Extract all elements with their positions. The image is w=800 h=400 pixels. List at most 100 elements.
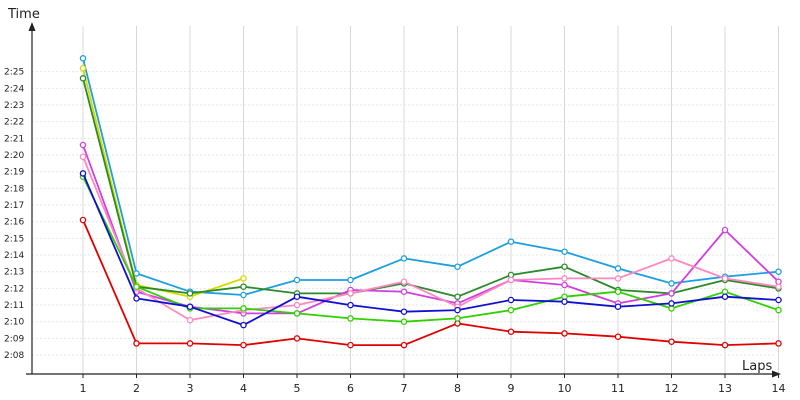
y-tick-label: 2:25 — [4, 68, 24, 78]
y-tick-label: 2:11 — [4, 301, 24, 311]
data-point — [561, 298, 568, 305]
data-point — [186, 303, 194, 310]
data-point — [668, 255, 675, 262]
data-point — [454, 315, 461, 322]
data-point — [507, 276, 515, 284]
data-point — [721, 341, 729, 349]
y-tick-label: 2:23 — [4, 101, 24, 111]
y-axis-arrow — [28, 22, 36, 31]
y-tick-label: 2:10 — [4, 318, 24, 328]
y-axis-title: Time — [7, 7, 40, 22]
x-tick-label: 14 — [772, 382, 786, 395]
data-point — [614, 303, 622, 310]
data-point — [133, 295, 140, 302]
y-tick-label: 2:22 — [4, 118, 24, 128]
series-3 — [79, 65, 247, 300]
series-7-line — [82, 176, 779, 323]
x-tick-label: 5 — [294, 382, 301, 395]
data-point — [507, 238, 515, 245]
series-5-line — [82, 144, 780, 315]
series-8-line — [82, 173, 779, 327]
data-point — [721, 293, 729, 300]
series-6-line — [82, 156, 779, 322]
data-point — [293, 301, 301, 309]
x-tick-label: 4 — [240, 382, 247, 395]
data-point — [240, 321, 247, 329]
series-4-line — [82, 78, 779, 298]
data-point — [454, 263, 461, 270]
data-point — [507, 296, 515, 304]
data-point — [775, 283, 782, 290]
x-axis-arrow — [772, 370, 781, 378]
data-point — [347, 290, 354, 297]
x-tick-label: 8 — [454, 382, 461, 395]
data-point — [775, 340, 782, 347]
x-tick-label: 13 — [718, 382, 732, 395]
x-tick-label: 10 — [558, 382, 572, 395]
x-axis-title: Laps — [742, 359, 772, 374]
data-point — [775, 296, 782, 304]
y-tick-label: 2:21 — [4, 134, 24, 144]
data-point — [454, 293, 461, 300]
data-point — [561, 248, 568, 255]
axes: Time Laps — [7, 7, 781, 378]
data-point — [133, 340, 140, 347]
data-point — [240, 275, 247, 282]
data-point — [400, 341, 408, 349]
y-tick-label: 2:13 — [4, 268, 24, 278]
data-point — [347, 315, 354, 322]
data-point — [668, 290, 675, 297]
x-tick-label: 6 — [347, 382, 354, 395]
series — [79, 55, 782, 349]
data-point — [775, 306, 782, 314]
series-1 — [79, 216, 782, 349]
data-point — [561, 275, 568, 282]
series-4 — [79, 75, 782, 300]
y-tick-label: 2:09 — [4, 334, 24, 344]
data-point — [668, 300, 675, 307]
data-point — [400, 278, 408, 285]
data-point — [79, 216, 87, 224]
data-point — [400, 318, 408, 325]
data-point — [79, 153, 87, 160]
x-tick-label: 9 — [508, 382, 515, 395]
data-point — [400, 308, 408, 315]
x-tick-label: 7 — [401, 382, 408, 395]
data-point — [614, 288, 622, 295]
data-point — [186, 290, 194, 297]
x-tick-label: 11 — [611, 382, 625, 395]
grid — [32, 26, 779, 378]
data-point — [79, 141, 87, 149]
data-point — [721, 226, 729, 234]
data-point — [561, 281, 568, 289]
data-point — [561, 263, 568, 270]
data-point — [614, 333, 622, 340]
data-point — [454, 306, 461, 314]
data-point — [293, 310, 301, 317]
data-point — [79, 170, 87, 177]
x-tick-label: 1 — [80, 382, 87, 395]
data-point — [186, 340, 194, 347]
y-tick-label: 2:08 — [4, 351, 24, 361]
x-tick-label: 3 — [187, 382, 194, 395]
data-point — [347, 341, 354, 349]
data-point — [721, 275, 729, 282]
data-point — [186, 316, 194, 324]
y-tick-label: 2:19 — [4, 168, 24, 178]
y-tick-label: 2:18 — [4, 184, 24, 194]
data-point — [614, 275, 622, 282]
data-point — [347, 276, 354, 284]
data-point — [507, 306, 515, 314]
data-point — [668, 280, 675, 287]
data-point — [240, 291, 247, 299]
data-point — [400, 255, 408, 262]
y-tick-label: 2:17 — [4, 201, 24, 211]
y-tick-label: 2:16 — [4, 218, 24, 228]
y-tick-label: 2:15 — [4, 234, 24, 244]
y-tick-label: 2:24 — [4, 84, 24, 94]
data-point — [775, 268, 782, 275]
data-point — [400, 288, 408, 295]
y-tick-label: 2:20 — [4, 151, 24, 161]
data-point — [79, 65, 87, 72]
